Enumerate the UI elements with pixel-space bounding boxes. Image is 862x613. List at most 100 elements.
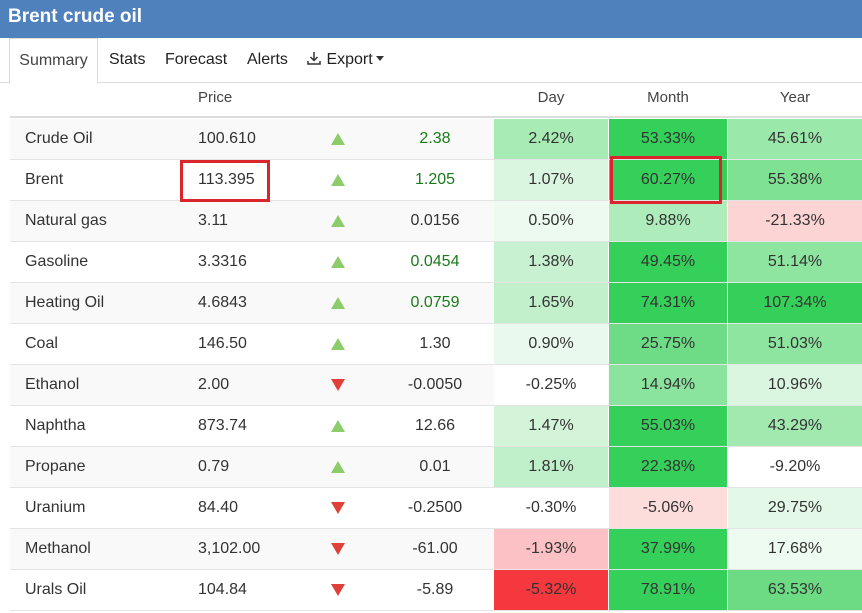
- table-row[interactable]: Natural gas 3.11 0.0156 0.50% 9.88% -21.33%: [10, 201, 862, 242]
- price-value: 113.395: [198, 171, 255, 188]
- triangle-up-icon: [331, 338, 345, 350]
- triangle-up-icon: [331, 133, 345, 145]
- triangle-down-icon: [331, 543, 345, 555]
- year-change: 51.14%: [728, 242, 862, 282]
- price-value: 0.79: [198, 458, 230, 475]
- table-row[interactable]: Heating Oil 4.6843 0.0759 1.65% 74.31% 107.34…: [10, 283, 862, 324]
- year-change: 107.34%: [728, 283, 862, 323]
- table-row[interactable]: Crude Oil 100.610 2.38 2.42% 53.33% 45.61%: [10, 119, 862, 160]
- triangle-down-icon: [331, 584, 345, 596]
- tab-alerts[interactable]: Alerts: [247, 51, 288, 68]
- triangle-up-icon: [331, 256, 345, 268]
- change-value: -5.89: [416, 581, 454, 598]
- change-value: 12.66: [414, 417, 456, 434]
- change-value: -0.2500: [407, 499, 463, 516]
- month-change: 37.99%: [609, 529, 727, 569]
- column-header-day[interactable]: Day: [537, 89, 565, 106]
- column-header-price[interactable]: Price: [198, 89, 233, 106]
- day-change: 1.07%: [494, 160, 608, 200]
- price-value: 100.610: [198, 130, 256, 147]
- month-change: 74.31%: [609, 283, 727, 323]
- table-row[interactable]: Gasoline 3.3316 0.0454 1.38% 49.45% 51.14%: [10, 242, 862, 283]
- day-change: 2.42%: [494, 119, 608, 159]
- triangle-up-icon: [331, 461, 345, 473]
- commodity-name: Naphtha: [25, 417, 86, 434]
- column-header-year[interactable]: Year: [779, 89, 811, 106]
- commodity-name: Coal: [25, 335, 58, 352]
- day-change: 1.47%: [494, 406, 608, 446]
- table-row[interactable]: Propane 0.79 0.01 1.81% 22.38% -9.20%: [10, 447, 862, 488]
- year-change: 55.38%: [728, 160, 862, 200]
- change-value: -61.00: [412, 540, 458, 557]
- commodity-name: Uranium: [25, 499, 86, 516]
- year-change: 29.75%: [728, 488, 862, 528]
- triangle-up-icon: [331, 215, 345, 227]
- price-value: 873.74: [198, 417, 247, 434]
- triangle-up-icon: [331, 420, 345, 432]
- column-header-month[interactable]: Month: [647, 89, 689, 106]
- day-change: -1.93%: [494, 529, 608, 569]
- commodity-name: Propane: [25, 458, 86, 475]
- table-row[interactable]: Ethanol 2.00 -0.0050 -0.25% 14.94% 10.96%: [10, 365, 862, 406]
- commodity-name: Ethanol: [25, 376, 80, 393]
- year-change: -21.33%: [728, 201, 862, 241]
- day-change: -5.32%: [494, 570, 608, 610]
- day-change: -0.30%: [494, 488, 608, 528]
- day-change: 1.38%: [494, 242, 608, 282]
- month-change: 55.03%: [609, 406, 727, 446]
- day-change: 1.81%: [494, 447, 608, 487]
- title-bar: Brent crude oil: [0, 0, 862, 38]
- change-value: 1.205: [414, 171, 456, 188]
- tab-forecast[interactable]: Forecast: [165, 51, 228, 68]
- commodity-name: Methanol: [25, 540, 91, 557]
- day-change: 0.50%: [494, 201, 608, 241]
- price-value: 104.84: [198, 581, 247, 598]
- day-change: 0.90%: [494, 324, 608, 364]
- table-row[interactable]: Brent 113.395 1.205 1.07% 60.27% 55.38%: [10, 160, 862, 201]
- change-value: -0.0050: [407, 376, 463, 393]
- tab-export[interactable]: Export: [306, 38, 384, 83]
- day-change: -0.25%: [494, 365, 608, 405]
- commodity-name: Urals Oil: [25, 581, 87, 598]
- triangle-up-icon: [331, 174, 345, 186]
- month-change: 14.94%: [609, 365, 727, 405]
- year-change: 17.68%: [728, 529, 862, 569]
- tab-bar: Summary Stats Forecast Alerts Export: [0, 38, 862, 84]
- price-value: 3.11: [198, 212, 228, 229]
- month-change: 25.75%: [609, 324, 727, 364]
- tab-stats[interactable]: Stats: [109, 51, 146, 68]
- day-change: 1.65%: [494, 283, 608, 323]
- month-change: -5.06%: [609, 488, 727, 528]
- change-value: 0.0156: [410, 212, 460, 229]
- table-row[interactable]: Urals Oil 104.84 -5.89 -5.32% 78.91% 63.53%: [10, 570, 862, 611]
- commodity-name: Natural gas: [25, 212, 107, 229]
- change-value: 0.0759: [410, 294, 460, 311]
- chevron-down-icon: [375, 56, 384, 61]
- month-change: 9.88%: [609, 201, 727, 241]
- month-change: 22.38%: [609, 447, 727, 487]
- year-change: 63.53%: [728, 570, 862, 610]
- month-change: 53.33%: [609, 119, 727, 159]
- price-value: 4.6843: [198, 294, 247, 311]
- month-change: 60.27%: [609, 160, 727, 200]
- price-value: 146.50: [198, 335, 247, 352]
- year-change: 51.03%: [728, 324, 862, 364]
- commodity-name: Brent: [25, 171, 64, 188]
- table-row[interactable]: Uranium 84.40 -0.2500 -0.30% -5.06% 29.75%: [10, 488, 862, 529]
- tab-summary[interactable]: Summary: [9, 38, 98, 84]
- month-change: 49.45%: [609, 242, 727, 282]
- table-row[interactable]: Coal 146.50 1.30 0.90% 25.75% 51.03%: [10, 324, 862, 365]
- window-title: Brent crude oil: [8, 6, 143, 27]
- commodity-name: Heating Oil: [25, 294, 105, 311]
- change-value: 2.38: [419, 130, 451, 147]
- table-row[interactable]: Naphtha 873.74 12.66 1.47% 55.03% 43.29%: [10, 406, 862, 447]
- table-row[interactable]: Methanol 3,102.00 -61.00 -1.93% 37.99% 17.68%: [10, 529, 862, 570]
- year-change: 10.96%: [728, 365, 862, 405]
- change-value: 0.01: [419, 458, 451, 475]
- table-header: Price Day Month Year: [10, 83, 862, 118]
- year-change: 45.61%: [728, 119, 862, 159]
- commodity-name: Crude Oil: [25, 130, 93, 147]
- month-change: 78.91%: [609, 570, 727, 610]
- download-icon: [306, 40, 322, 65]
- year-change: -9.20%: [728, 447, 862, 487]
